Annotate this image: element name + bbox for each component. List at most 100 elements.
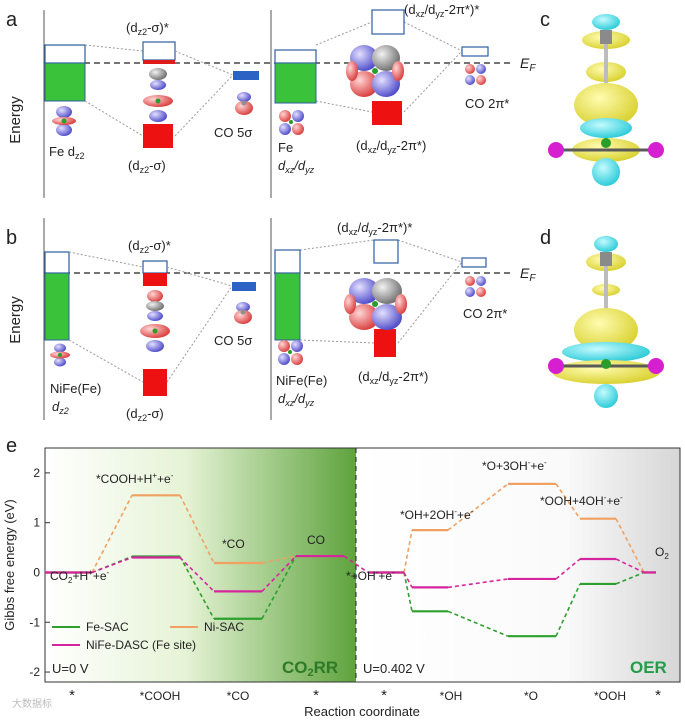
energy-connector xyxy=(615,558,645,574)
dz2-sigma-star-orbital-icon xyxy=(143,68,173,122)
dz2-sigma-star-fill xyxy=(143,60,175,64)
co2rr-series-nife-dasc-fe-site- xyxy=(45,554,344,593)
b-dz2-sigma-label: (dz2-σ) xyxy=(126,406,164,423)
panel-b-label: b xyxy=(6,227,17,249)
nife-dz2-empty-band xyxy=(44,251,70,274)
y-tick-label: -1 xyxy=(29,615,40,629)
panel-b-correlation-lines xyxy=(68,239,463,383)
legend-fe-sac: Fe-SAC xyxy=(86,620,129,634)
nife-dz2-filled-band xyxy=(44,272,70,341)
panel-b-ef: EF xyxy=(520,265,536,284)
x-tick-label: *OOH xyxy=(594,689,626,703)
energy-connector xyxy=(179,494,215,564)
annotation-co-gas: CO xyxy=(307,533,325,547)
annotation-o-step: *O+3OH-+e- xyxy=(482,458,547,473)
x-tick-label: *OH xyxy=(440,689,463,703)
dz2-sigma-label: (dz2-σ) xyxy=(128,158,166,175)
nife-dxz-empty-band xyxy=(274,249,301,274)
b-dz2-sigma-star-level xyxy=(142,260,168,274)
dxz-2pi-bonding xyxy=(372,101,402,125)
panel-a-ef: EF xyxy=(520,55,536,74)
annotation-oh-step: *OH+2OH-+e- xyxy=(400,507,474,522)
fe-dxz-filled-band xyxy=(274,62,317,104)
energy-connector xyxy=(615,571,645,585)
nife-dxz-sub-label: dxz/dyz xyxy=(278,391,315,408)
dz2-sigma-star-level xyxy=(142,41,176,61)
fe-dz2-filled-band xyxy=(44,62,86,102)
co-5sigma-label: CO 5σ xyxy=(214,125,252,140)
y-ticks: -2 -1 0 1 2 xyxy=(29,466,50,679)
co-5sigma-level xyxy=(233,71,259,80)
energy-connector xyxy=(555,558,581,580)
b-dxz-2pi-star-antibonding xyxy=(373,239,399,264)
panel-b-energy-label: Energy xyxy=(7,296,24,344)
b-dxz-2pi-bond-label: (dxz/dyz-2π*) xyxy=(358,369,428,386)
b-dxz-2pi-bonding xyxy=(374,329,396,357)
panel-d-label: d xyxy=(540,227,551,249)
energy-connector xyxy=(91,556,133,574)
b-co-2pi-orbital-icon xyxy=(465,276,486,297)
panel-c: c xyxy=(540,9,664,186)
annotation-co: *CO xyxy=(222,537,245,551)
oer-background xyxy=(356,448,680,682)
co2rr-potential: U=0 V xyxy=(52,661,89,676)
nife-dz2-orbital-icon xyxy=(50,343,70,367)
energy-connector xyxy=(261,555,297,564)
b-co-2pi-label: CO 2π* xyxy=(463,306,507,321)
legend: Fe-SAC Ni-SAC NiFe-DASC (Fe site) xyxy=(52,620,244,652)
oer-potential: U=0.402 V xyxy=(363,661,425,676)
b-dz2-sigma-level xyxy=(143,369,167,396)
fe-dxz-label: Fe xyxy=(278,140,293,155)
annotation-oh: *+OH-+e- xyxy=(346,568,395,583)
dxz-2pi-hybrid-orbital-icon xyxy=(346,45,404,97)
panel-a-correlation-lines xyxy=(84,21,463,137)
y-axis-label: Gibbs free energy (eV) xyxy=(2,499,17,631)
energy-connector xyxy=(555,483,581,520)
y-tick-label: 1 xyxy=(33,516,40,530)
b-co-5sigma-label: CO 5σ xyxy=(214,333,252,348)
fe-dz2-empty-band xyxy=(44,44,86,64)
fe-dz2-orbital-icon xyxy=(52,106,76,136)
x-tick-label: * xyxy=(381,687,387,704)
annotation-co2: CO2+H++e- xyxy=(50,568,110,585)
energy-connector xyxy=(615,518,645,573)
co2rr-title: CO2RR xyxy=(282,658,338,679)
nife-fe-dxz-label: NiFe(Fe) xyxy=(276,373,327,388)
energy-connector xyxy=(447,483,509,531)
dz2-sigma-level xyxy=(143,124,173,148)
panel-c-label: c xyxy=(540,9,550,31)
section-connector xyxy=(343,555,369,574)
oer-series-nife-dasc-fe-site- xyxy=(368,557,656,589)
b-dz2-sigma-star-orbital-icon xyxy=(140,290,170,352)
x-tick-label: * xyxy=(313,687,319,704)
b-co-5sigma-orbital-icon xyxy=(234,302,252,324)
y-tick-label: 0 xyxy=(33,565,40,579)
energy-connector xyxy=(179,556,215,592)
co2rr-background xyxy=(45,448,356,682)
panel-d: d xyxy=(540,227,664,408)
panel-a-label: a xyxy=(6,9,18,31)
fe-dz2-label: Fe dz2 xyxy=(49,144,85,161)
annotation-cooh: *COOH+H++e- xyxy=(96,471,174,486)
watermark: 大数据标 xyxy=(12,697,52,710)
energy-connector xyxy=(447,578,509,589)
energy-connector xyxy=(261,555,297,620)
annotation-ooh-step: *OOH+4OH-+e- xyxy=(540,493,623,508)
fe-dxz-sub-label: dxz/dyz xyxy=(278,158,315,175)
x-tick-label: * xyxy=(69,687,75,704)
energy-connector xyxy=(91,494,133,573)
fe-dxz-orbital-icon xyxy=(279,110,304,135)
co-5sigma-orbital-icon xyxy=(235,92,253,115)
co-2pi-star-level xyxy=(461,46,489,57)
dxz-2pi-star-label: (dxz/dyz-2π*)* xyxy=(404,2,479,19)
panel-e-label: e xyxy=(6,435,17,457)
dxz-2pi-bond-label: (dxz/dyz-2π*) xyxy=(356,138,426,155)
nife-dz2-sub-label: dz2 xyxy=(52,399,69,416)
b-co-2pi-star-level xyxy=(461,257,487,268)
x-tick-label: *CO xyxy=(227,689,250,703)
x-tick-label: *O xyxy=(524,689,538,703)
x-axis-label: Reaction coordinate xyxy=(304,704,420,719)
x-ticks: * *COOH *CO * * *OH *O *OOH * xyxy=(69,687,661,704)
b-co-5sigma-level xyxy=(232,282,256,291)
